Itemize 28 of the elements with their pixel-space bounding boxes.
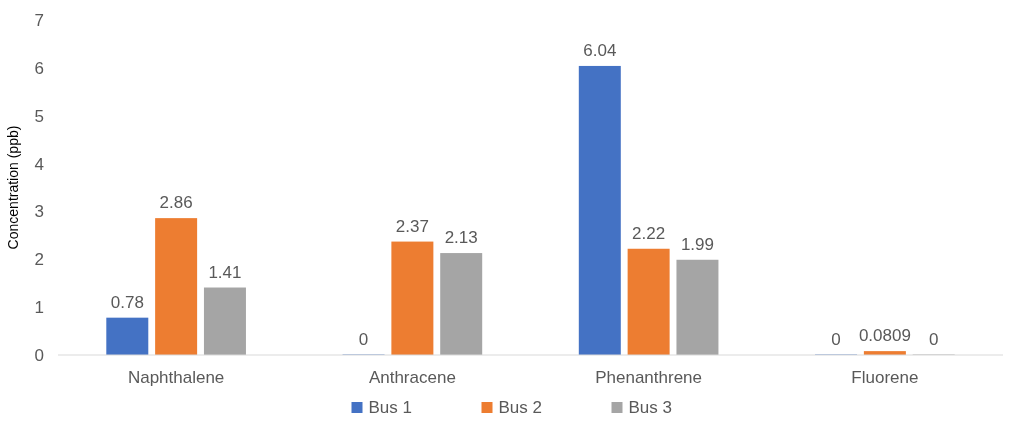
data-label: 2.13: [444, 228, 478, 248]
y-tick-label: 1: [34, 298, 44, 318]
data-label: 6.04: [583, 40, 617, 60]
data-label: 0: [928, 330, 939, 349]
data-label: 0: [831, 330, 841, 349]
data-label: 2.37: [395, 216, 429, 236]
y-tick-label: 3: [34, 202, 44, 222]
x-tick-label: Anthracene: [368, 368, 456, 387]
legend-label: Bus 2: [498, 398, 542, 417]
y-axis-title: Concentration (ppb): [5, 125, 21, 250]
data-label: 0.0809: [858, 326, 911, 346]
y-tick-label: 7: [34, 10, 44, 30]
data-label: 0: [358, 330, 369, 349]
data-label: 0.78: [110, 292, 144, 312]
legend-label: Bus 1: [368, 398, 412, 417]
legend-label: Bus 3: [628, 398, 672, 417]
y-tick-label: 6: [34, 58, 44, 78]
y-tick-label: 2: [34, 250, 44, 270]
x-tick-label: Naphthalene: [127, 368, 225, 387]
y-tick-label: 4: [34, 154, 44, 174]
data-label: 2.22: [632, 223, 666, 243]
data-label: 1.99: [680, 234, 714, 254]
y-tick-label: 0: [34, 345, 44, 365]
y-tick-label: 5: [34, 106, 44, 126]
x-tick-label: Phenanthrene: [595, 368, 703, 387]
x-tick-label: Fluorene: [851, 368, 919, 387]
data-label: 1.41: [208, 262, 242, 282]
data-label: 2.86: [159, 193, 193, 213]
